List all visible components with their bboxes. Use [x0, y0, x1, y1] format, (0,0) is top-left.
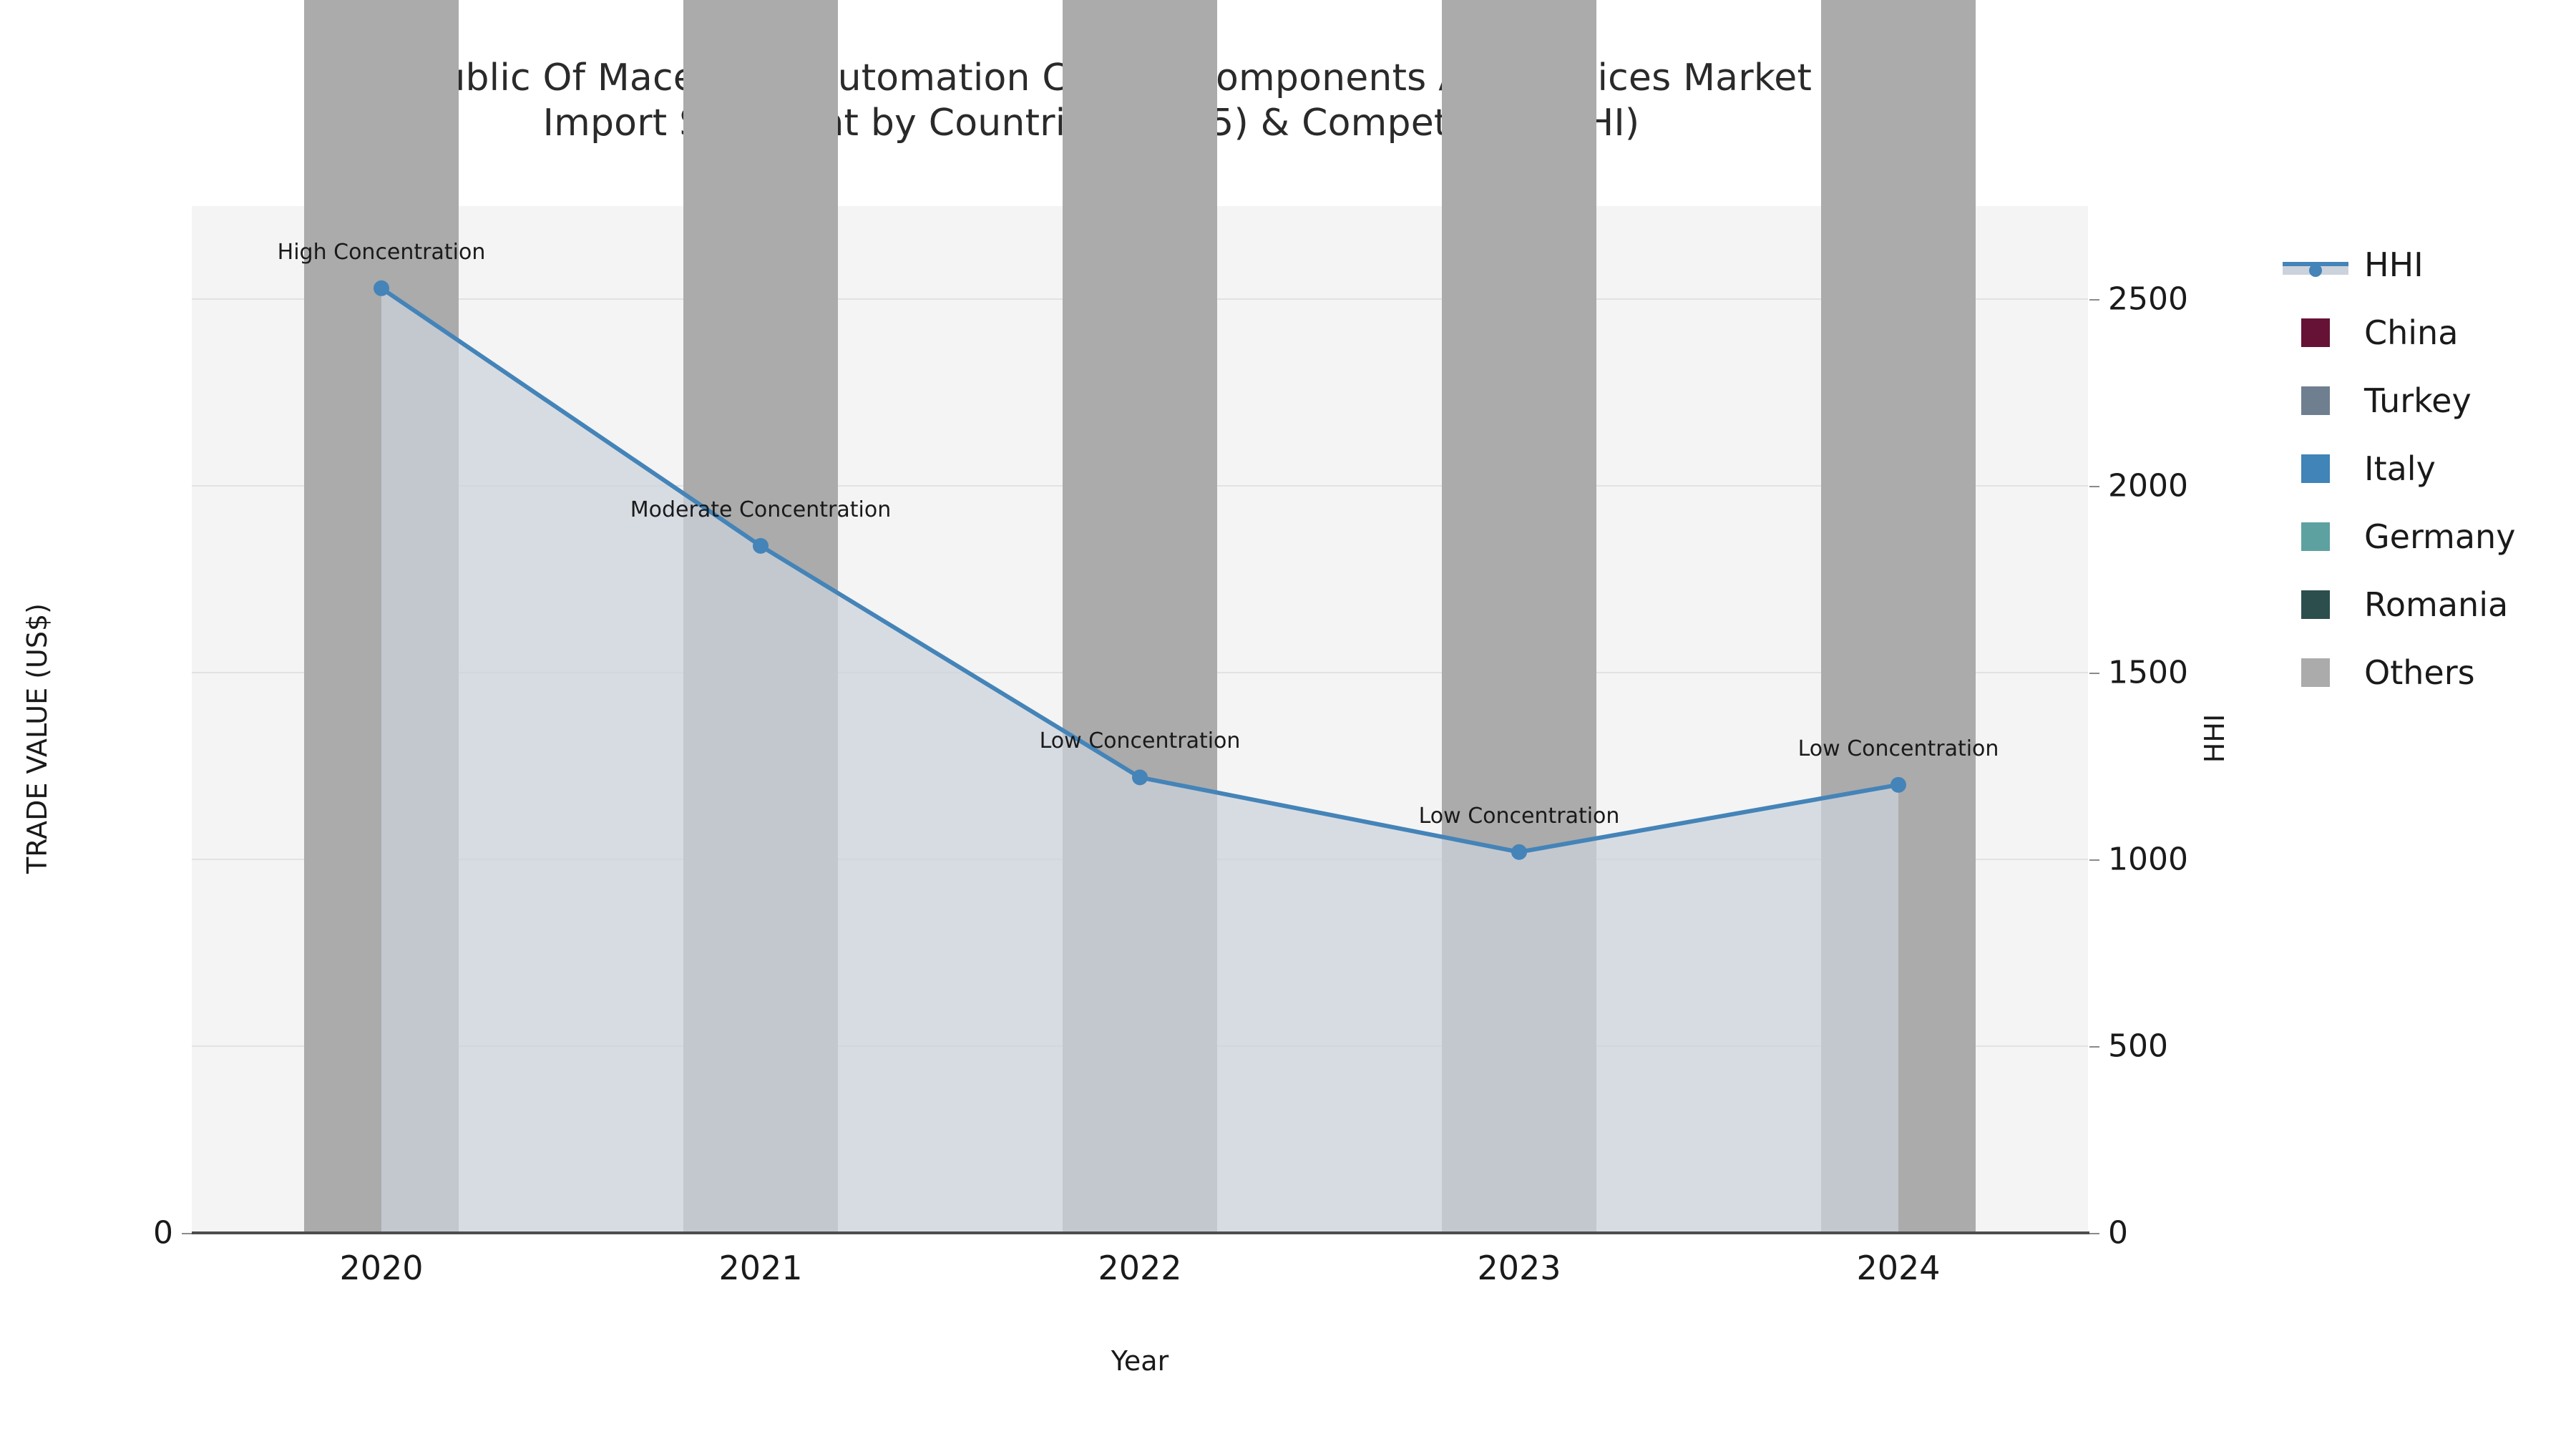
- y-axis-right-tick-mark: [2089, 1233, 2099, 1234]
- y-axis-right-tick-label: 2500: [2108, 280, 2188, 318]
- legend-label-italy: Italy: [2364, 449, 2436, 488]
- legend-item-turkey[interactable]: Turkey: [2270, 366, 2570, 434]
- x-axis-tick-2020: 2020: [339, 1249, 424, 1287]
- annotation-2020: High Concentration: [277, 239, 486, 265]
- x-axis-tick-2023: 2023: [1477, 1249, 1561, 1287]
- y-axis-left-tick-mark: [182, 1233, 192, 1234]
- legend-item-others[interactable]: Others: [2270, 638, 2570, 706]
- legend-label-china: China: [2364, 313, 2459, 352]
- bar-segment-others-2022[interactable]: [1063, 0, 1217, 1233]
- y-axis-right-tick-mark: [2089, 486, 2099, 488]
- legend-label-hhi: HHI: [2364, 245, 2424, 284]
- legend-label-others: Others: [2364, 653, 2475, 692]
- legend-swatch-others: [2301, 658, 2330, 687]
- y-axis-right-tick-mark: [2089, 1046, 2099, 1048]
- x-axis-tick-2024: 2024: [1856, 1249, 1941, 1287]
- bar-segment-others-2023[interactable]: [1442, 0, 1596, 1233]
- y-axis-right-tick-label: 0: [2108, 1214, 2128, 1252]
- y-axis-right-tick-mark: [2089, 673, 2099, 675]
- legend-swatch-italy: [2301, 454, 2330, 483]
- plot-area: High Concentration Moderate Concentration…: [192, 0, 2088, 1234]
- legend-swatch-germany: [2301, 522, 2330, 551]
- y-axis-right-tick-label: 1000: [2108, 841, 2188, 878]
- y-axis-right-tick-mark: [2089, 859, 2099, 862]
- legend-item-romania[interactable]: Romania: [2270, 570, 2570, 638]
- legend: HHI China Turkey Italy Germany Romania Others: [2270, 230, 2570, 706]
- legend-swatch-turkey: [2301, 386, 2330, 415]
- y-axis-left-label: TRADE VALUE (US$): [21, 603, 53, 874]
- annotation-2023: Low Concentration: [1418, 803, 1620, 829]
- legend-swatch-romania: [2301, 590, 2330, 619]
- legend-item-hhi[interactable]: HHI: [2270, 230, 2570, 298]
- legend-line-swatch: [2283, 250, 2348, 279]
- x-axis-line: [192, 1231, 2089, 1234]
- legend-swatch-china: [2301, 318, 2330, 347]
- legend-item-italy[interactable]: Italy: [2270, 434, 2570, 502]
- y-axis-left-tick-label: 0: [153, 1214, 173, 1252]
- legend-item-germany[interactable]: Germany: [2270, 502, 2570, 570]
- legend-item-china[interactable]: China: [2270, 298, 2570, 366]
- bar-segment-others-2020[interactable]: [304, 0, 459, 1233]
- y-axis-right-tick-label: 1500: [2108, 654, 2188, 691]
- y-axis-right-label: HHI: [2199, 713, 2230, 763]
- annotation-2022: Low Concentration: [1039, 728, 1241, 754]
- annotation-2021: Moderate Concentration: [630, 497, 892, 522]
- x-axis-label: Year: [1111, 1345, 1169, 1377]
- y-axis-right-tick-mark: [2089, 299, 2099, 301]
- bar-segment-others-2024[interactable]: [1821, 0, 1976, 1233]
- x-axis-tick-2022: 2022: [1098, 1249, 1182, 1287]
- y-axis-right-tick-label: 500: [2108, 1028, 2168, 1065]
- legend-label-romania: Romania: [2364, 585, 2509, 624]
- bar-segment-others-2021[interactable]: [683, 0, 838, 1233]
- legend-label-turkey: Turkey: [2364, 381, 2472, 420]
- y-axis-right-tick-label: 2000: [2108, 467, 2188, 504]
- annotation-2024: Low Concentration: [1797, 736, 1999, 761]
- legend-label-germany: Germany: [2364, 517, 2516, 556]
- x-axis-tick-2021: 2021: [718, 1249, 803, 1287]
